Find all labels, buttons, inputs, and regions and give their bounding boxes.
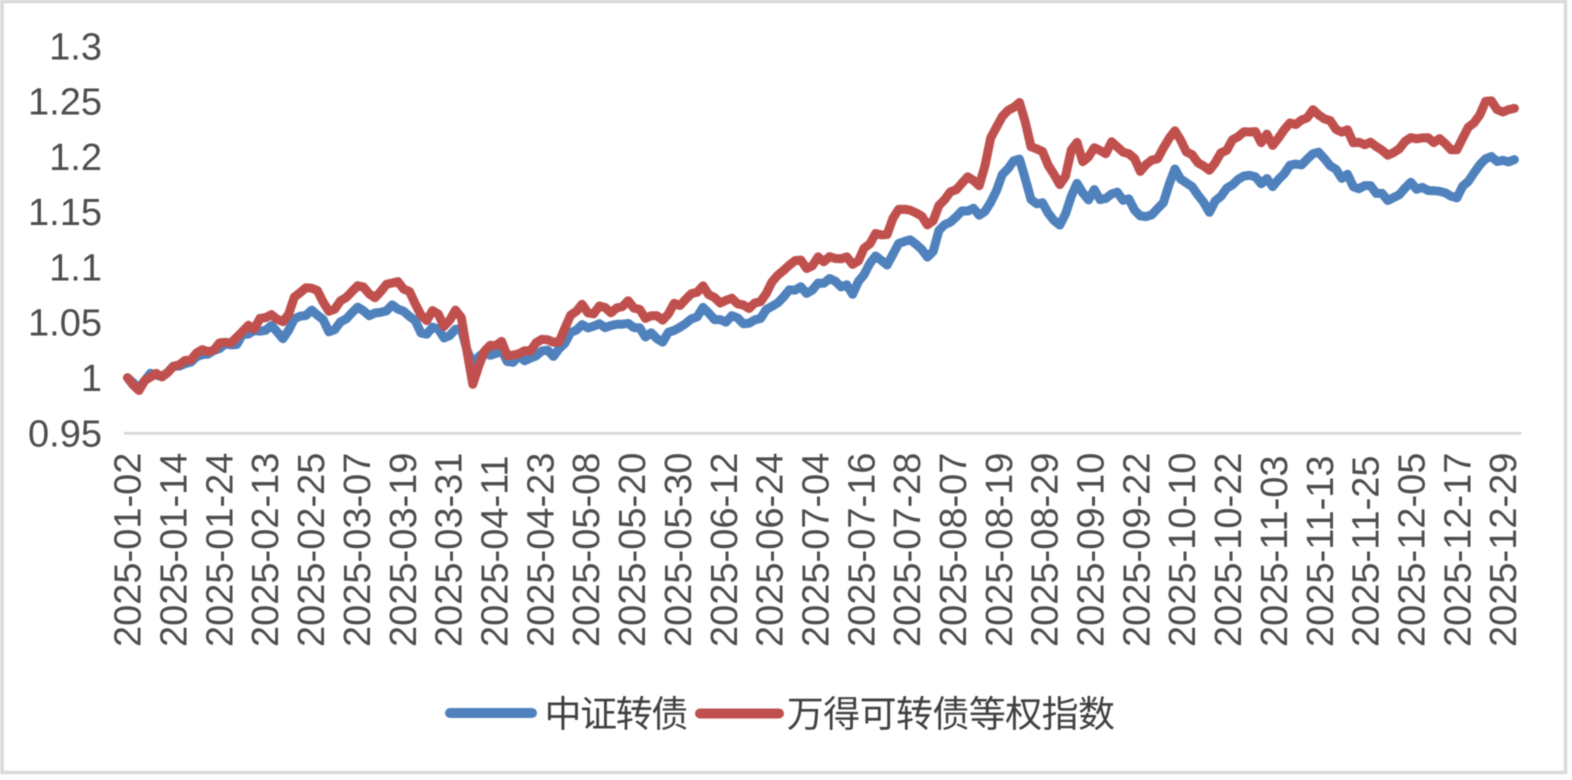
svg-text:2025-07-16: 2025-07-16 — [841, 453, 883, 647]
svg-text:2025-07-28: 2025-07-28 — [887, 453, 929, 647]
svg-text:1.15: 1.15 — [28, 192, 102, 234]
svg-text:1.3: 1.3 — [49, 26, 102, 68]
svg-text:2025-11-03: 2025-11-03 — [1254, 455, 1296, 647]
svg-text:2025-08-07: 2025-08-07 — [933, 453, 975, 647]
svg-text:2025-03-31: 2025-03-31 — [429, 453, 471, 647]
svg-text:2025-07-04: 2025-07-04 — [796, 453, 838, 647]
svg-text:2025-02-13: 2025-02-13 — [245, 453, 287, 647]
svg-text:2025-02-25: 2025-02-25 — [291, 453, 333, 647]
svg-text:2025-10-22: 2025-10-22 — [1208, 453, 1250, 647]
svg-text:1.1: 1.1 — [49, 247, 102, 289]
svg-text:2025-11-13: 2025-11-13 — [1300, 455, 1342, 647]
svg-text:1.2: 1.2 — [49, 137, 102, 179]
svg-text:2025-08-19: 2025-08-19 — [979, 453, 1021, 647]
svg-text:2025-06-24: 2025-06-24 — [750, 453, 792, 647]
svg-text:2025-04-23: 2025-04-23 — [520, 453, 562, 647]
svg-text:2025-01-14: 2025-01-14 — [154, 453, 196, 647]
svg-text:2025-09-22: 2025-09-22 — [1116, 453, 1158, 647]
svg-text:2025-09-10: 2025-09-10 — [1071, 453, 1113, 647]
svg-text:2025-12-29: 2025-12-29 — [1483, 453, 1525, 647]
svg-text:2025-05-20: 2025-05-20 — [612, 453, 654, 647]
svg-text:2025-11-25: 2025-11-25 — [1346, 455, 1388, 647]
svg-text:2025-01-24: 2025-01-24 — [199, 453, 241, 647]
svg-text:2025-03-07: 2025-03-07 — [337, 453, 379, 647]
svg-text:2025-08-29: 2025-08-29 — [1025, 453, 1067, 647]
svg-text:0.95: 0.95 — [28, 413, 102, 455]
svg-text:2025-05-08: 2025-05-08 — [566, 453, 608, 647]
svg-text:2025-05-30: 2025-05-30 — [658, 453, 700, 647]
svg-text:2025-12-05: 2025-12-05 — [1392, 453, 1434, 647]
svg-text:1: 1 — [81, 358, 102, 400]
svg-text:2025-06-12: 2025-06-12 — [704, 453, 746, 647]
svg-text:2025-12-17: 2025-12-17 — [1437, 453, 1479, 647]
svg-text:2025-04-11: 2025-04-11 — [475, 455, 517, 647]
svg-text:1.05: 1.05 — [28, 303, 102, 345]
svg-text:2025-10-10: 2025-10-10 — [1162, 453, 1204, 647]
svg-text:1.25: 1.25 — [28, 82, 102, 124]
svg-text:2025-01-02: 2025-01-02 — [108, 453, 150, 647]
svg-text:2025-03-19: 2025-03-19 — [383, 453, 425, 647]
